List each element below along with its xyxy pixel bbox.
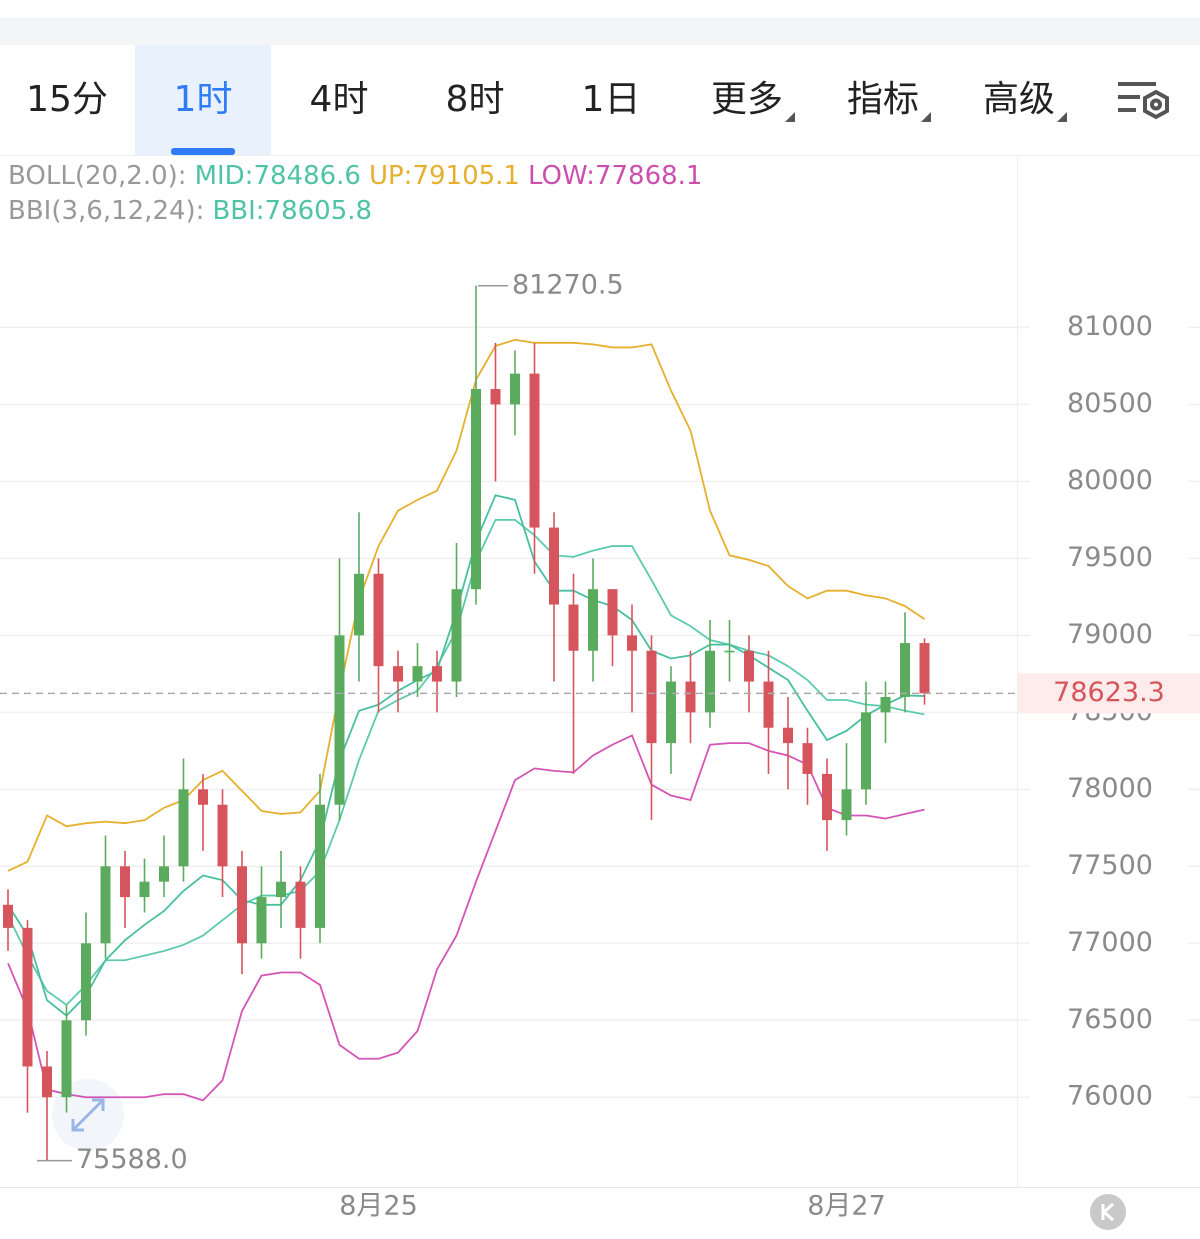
candle-body [217,804,228,867]
dropdown-triangle [921,112,931,122]
low-annotation: 75588.0 [76,1144,188,1175]
candle-body [763,681,774,728]
candle-body [451,589,462,682]
tab[interactable]: 8时 [446,79,505,120]
indicator-value: BBI:78605.8 [212,196,372,226]
indicator-line [7,734,925,1102]
candle-body [315,804,325,928]
x-tick-label: 8月27 [807,1191,886,1222]
candle-body [841,789,852,821]
candle-body [334,635,345,805]
candle-body [256,897,267,944]
high-annotation: 81270.5 [512,269,624,300]
indicator-value: LOW:77868.1 [528,161,702,191]
candle-body [529,373,540,528]
tab[interactable]: 指标 [847,79,919,120]
candle-body [354,573,364,636]
candle-body [724,650,735,653]
candle-body [373,573,384,667]
indicator-label: BOLL(20,2.0): [8,161,187,191]
k-button[interactable] [1090,1194,1126,1230]
candle-body [802,743,813,774]
candle-body [276,881,286,898]
candle-body [900,643,910,697]
indicator-legend: BOLL(20,2.0): MID:78486.6 UP:79105.1 LOW:77… [8,161,702,191]
settings-icon[interactable] [1118,82,1169,120]
candle-body [568,604,579,651]
tab[interactable]: 15分 [26,79,108,120]
candle-body [295,881,306,928]
candle-body [237,866,247,944]
candle-body [607,589,618,636]
candle-body [393,666,403,682]
active-tab-bg [135,45,271,155]
y-tick-label: 76500 [1067,1004,1153,1035]
candle-body [490,389,501,405]
y-tick-label: 77500 [1067,850,1153,881]
last-price-label: 78623.3 [1053,677,1165,708]
indicator-value: UP:79105.1 [369,161,520,191]
candle-body [61,1020,72,1098]
candle-body [744,650,754,682]
candle-body [3,904,13,928]
indicator-value: MID:78486.6 [195,161,361,191]
candle-body [178,789,189,867]
y-tick-label: 79000 [1067,619,1153,650]
indicator-line [7,494,925,1017]
candle-body [880,696,891,713]
candle-body [549,527,559,605]
y-tick-label: 80500 [1067,388,1153,419]
indicator-line [7,518,925,1007]
y-tick-label: 80000 [1067,465,1153,496]
candle-body [139,881,150,898]
tab[interactable]: 1日 [582,79,641,120]
indicator-legend: BBI(3,6,12,24): BBI:78605.8 [8,196,372,226]
y-tick-label: 76000 [1067,1081,1153,1112]
candle-body [159,866,169,882]
last-price-box [1018,673,1200,714]
tab[interactable]: 1时 [174,79,233,120]
tab[interactable]: 高级 [983,79,1055,120]
candle-body [861,712,871,790]
candle-body [783,727,793,744]
candle-body [412,666,423,682]
candle-body [100,866,111,944]
indicator-label: BBI(3,6,12,24): [8,196,204,226]
tab[interactable]: 4时 [310,79,369,120]
candle-body [588,589,598,651]
candle-body [646,650,657,744]
candle-body [432,666,442,682]
candle-body [685,681,696,713]
candle-body [822,773,832,821]
candle-body [627,635,637,651]
candle-body [510,373,520,405]
candle-body [81,943,91,1021]
candle-body [42,1066,52,1098]
y-tick-label: 81000 [1067,311,1153,342]
candle-body [22,927,33,1067]
candle-body [666,681,676,744]
candle-body [471,389,481,590]
x-tick-label: 8月25 [339,1191,418,1222]
y-tick-label: 78000 [1067,773,1153,804]
candle-body [198,789,208,805]
y-tick-label: 77000 [1067,927,1153,958]
dropdown-triangle [1057,112,1067,122]
candle-body [919,643,930,694]
candle-body [705,650,715,713]
top-strip [0,18,1200,45]
candle-body [120,866,130,898]
y-tick-label: 79500 [1067,542,1153,573]
active-tab-indicator [171,148,235,155]
tab[interactable]: 更多 [711,79,783,120]
dropdown-triangle [785,112,795,122]
indicator-line [7,338,926,872]
